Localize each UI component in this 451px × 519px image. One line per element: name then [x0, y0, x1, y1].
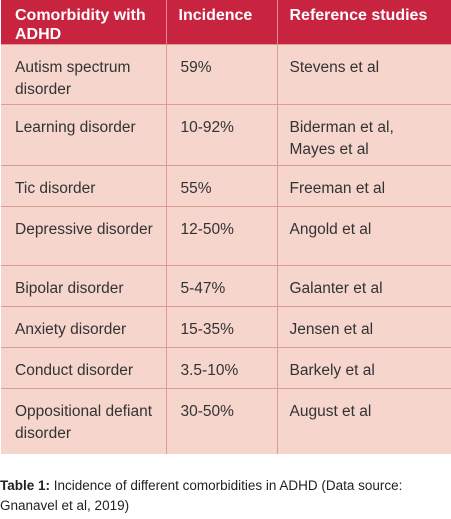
cell-condition: Bipolar disorder: [1, 265, 166, 307]
table-row: Conduct disorder 3.5-10% Barkely et al: [1, 347, 451, 389]
cell-reference: Freeman et al: [276, 165, 451, 207]
cell-incidence: 30-50%: [165, 388, 277, 454]
cell-incidence: 15-35%: [165, 306, 277, 348]
table-header-row: Comorbidity with ADHD Incidence Referenc…: [1, 0, 451, 45]
cell-condition: Conduct disorder: [1, 347, 166, 389]
comorbidity-table: Comorbidity with ADHD Incidence Referenc…: [1, 0, 451, 454]
cell-incidence: 10-92%: [165, 104, 277, 166]
header-incidence: Incidence: [165, 0, 277, 45]
table-caption: Table 1: Incidence of different comorbid…: [0, 476, 450, 516]
cell-incidence: 3.5-10%: [165, 347, 277, 389]
table-row: Bipolar disorder 5-47% Galanter et al: [1, 265, 451, 307]
cell-condition: Anxiety disorder: [1, 306, 166, 348]
cell-condition: Learning disorder: [1, 104, 166, 166]
table-row: Anxiety disorder 15-35% Jensen et al: [1, 306, 451, 348]
cell-incidence: 55%: [165, 165, 277, 207]
cell-reference: August et al: [276, 388, 451, 454]
comorbidity-table-container: Comorbidity with ADHD Incidence Referenc…: [1, 0, 451, 454]
table-row: Tic disorder 55% Freeman et al: [1, 165, 451, 207]
caption-text: Incidence of different comorbidities in …: [0, 478, 403, 513]
cell-incidence: 59%: [165, 44, 277, 105]
table-row: Depressive disorder 12-50% Angold et al: [1, 206, 451, 266]
cell-reference: Galanter et al: [276, 265, 451, 307]
cell-condition: Depressive disorder: [1, 206, 166, 266]
cell-condition: Oppositional defiant disorder: [1, 388, 166, 454]
caption-label: Table 1:: [0, 478, 51, 493]
cell-incidence: 12-50%: [165, 206, 277, 266]
table-row: Autism spectrum disorder 59% Stevens et …: [1, 44, 451, 105]
cell-reference: Stevens et al: [276, 44, 451, 105]
header-reference-studies: Reference studies: [276, 0, 451, 45]
table-row: Oppositional defiant disorder 30-50% Aug…: [1, 388, 451, 454]
cell-reference: Angold et al: [276, 206, 451, 266]
cell-condition: Autism spectrum disorder: [1, 44, 166, 105]
cell-reference: Jensen et al: [276, 306, 451, 348]
table-row: Learning disorder 10-92% Biderman et al,…: [1, 104, 451, 166]
cell-incidence: 5-47%: [165, 265, 277, 307]
cell-condition: Tic disorder: [1, 165, 166, 207]
cell-reference: Biderman et al, Mayes et al: [276, 104, 451, 166]
cell-reference: Barkely et al: [276, 347, 451, 389]
header-comorbidity: Comorbidity with ADHD: [1, 0, 166, 45]
